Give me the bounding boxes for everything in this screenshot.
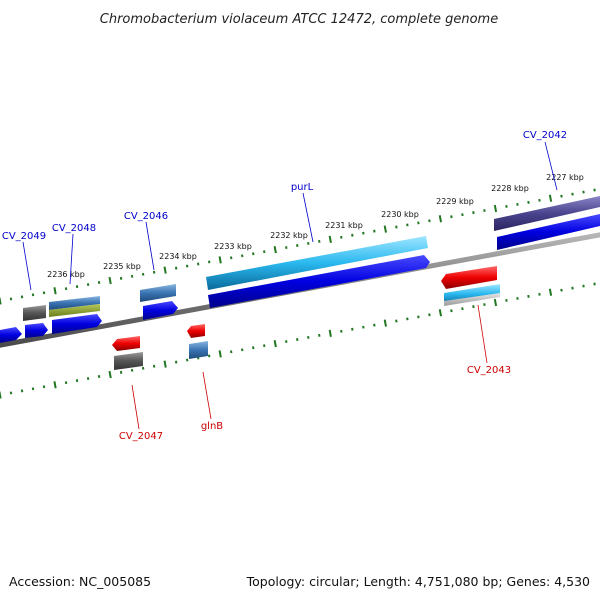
gene-cv2049-feature[interactable] (23, 305, 46, 321)
gene-cv2048-cds[interactable] (52, 314, 102, 334)
gene-labels: CV_2042 purL CV_2046 CV_2048 CV_2049 CV_… (2, 130, 567, 442)
gene-label-cv2043[interactable]: CV_2043 (467, 365, 511, 376)
leader-cv2046 (145, 221, 155, 271)
gene-cv2046-feature[interactable] (140, 284, 176, 302)
gene-cv2046-cds[interactable] (143, 301, 178, 320)
gene-cv2043-cds[interactable] (441, 266, 497, 289)
map-title: Chromobacterium violaceum ATCC 12472, co… (100, 12, 498, 27)
tick-label: 2235 kbp (103, 262, 141, 271)
major-tick (273, 245, 277, 254)
major-tick (273, 339, 277, 348)
leader-cv2048 (69, 233, 74, 285)
major-tick (328, 235, 332, 243)
major-tick (108, 276, 112, 285)
reverse-strand-features (112, 266, 500, 370)
gene-partial-left-cds[interactable] (0, 327, 22, 343)
major-tick (163, 360, 167, 368)
leader-cv2049 (22, 241, 32, 291)
gene-label-purl[interactable]: purL (291, 182, 314, 193)
gene-label-leaders (22, 141, 558, 430)
major-tick (383, 319, 387, 327)
gene-label-cv2046[interactable]: CV_2046 (124, 211, 168, 222)
accession-text: Accession: NC_005085 (9, 574, 151, 589)
leader-cv2043 (477, 304, 488, 364)
major-tick (163, 266, 167, 274)
genome-summary-text: Topology: circular; Length: 4,751,080 bp… (246, 574, 590, 589)
tick-label: 2232 kbp (270, 231, 308, 240)
major-tick (0, 391, 2, 399)
major-tick (53, 381, 57, 389)
major-tick (493, 204, 498, 213)
forward-strand-features (0, 196, 600, 343)
leader-purl (302, 192, 314, 243)
major-tick (383, 225, 387, 233)
major-tick (438, 309, 443, 317)
gene-cv2049-cds[interactable] (25, 323, 48, 338)
gene-purl-feature[interactable] (206, 236, 428, 290)
gene-glnb-cds[interactable] (187, 324, 205, 338)
leader-cv2042 (544, 141, 558, 191)
major-tick (53, 287, 57, 295)
gene-cv2042-feature[interactable] (494, 196, 600, 231)
major-tick (493, 298, 498, 307)
major-tick (438, 215, 443, 223)
tick-label: 2229 kbp (436, 197, 474, 206)
tick-labels: 2227 kbp 2228 kbp 2229 kbp 2230 kbp 2231… (47, 173, 584, 279)
gene-label-cv2049[interactable]: CV_2049 (2, 231, 46, 242)
major-tick (548, 288, 553, 296)
major-tick (218, 350, 222, 358)
inner-tick-ring (0, 282, 596, 399)
gene-cv2048-feature-b[interactable] (49, 304, 100, 317)
major-tick (218, 256, 222, 264)
tick-label: 2228 kbp (491, 184, 529, 193)
gene-cv2042-cds[interactable] (497, 214, 600, 250)
major-tick (108, 370, 112, 379)
gene-label-cv2042[interactable]: CV_2042 (523, 130, 567, 141)
leader-glnb (202, 371, 212, 420)
tick-label: 2227 kbp (546, 173, 584, 182)
major-tick (548, 194, 553, 202)
tick-label: 2231 kbp (325, 221, 363, 230)
outer-tick-ring (0, 188, 596, 305)
gene-purl-cds[interactable] (208, 255, 430, 308)
tick-label: 2234 kbp (159, 252, 197, 261)
gene-cv2048-feature[interactable] (49, 296, 100, 310)
leader-cv2047 (131, 384, 140, 430)
gene-glnb-feature[interactable] (189, 341, 208, 359)
major-tick (0, 297, 2, 305)
major-tick (328, 329, 332, 337)
gene-cv2043-feature-b[interactable] (444, 293, 500, 306)
gene-label-cv2047[interactable]: CV_2047 (119, 431, 163, 442)
gene-label-glnb[interactable]: glnB (201, 421, 223, 432)
gene-label-cv2048[interactable]: CV_2048 (52, 223, 96, 234)
tick-label: 2233 kbp (214, 242, 252, 251)
gene-cv2047-feature[interactable] (114, 352, 143, 370)
tick-label: 2236 kbp (47, 270, 85, 279)
gene-cv2047-cds[interactable] (112, 336, 140, 351)
tick-label: 2230 kbp (381, 210, 419, 219)
